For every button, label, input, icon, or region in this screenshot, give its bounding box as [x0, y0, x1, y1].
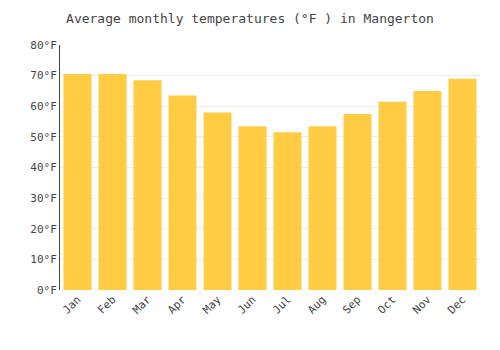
svg-text:Jul: Jul [270, 293, 293, 316]
svg-text:May: May [200, 293, 224, 317]
svg-text:Jun: Jun [235, 293, 258, 316]
svg-text:Dec: Dec [445, 293, 468, 316]
svg-text:Sep: Sep [340, 293, 363, 316]
svg-text:Aug: Aug [305, 293, 328, 316]
svg-text:40°F: 40°F [30, 161, 57, 174]
svg-text:80°F: 80°F [30, 39, 57, 52]
svg-text:10°F: 10°F [30, 253, 57, 266]
svg-text:30°F: 30°F [30, 192, 57, 205]
svg-text:Apr: Apr [165, 293, 189, 317]
svg-text:50°F: 50°F [30, 131, 57, 144]
svg-text:20°F: 20°F [30, 223, 57, 236]
svg-text:Feb: Feb [95, 293, 118, 316]
svg-text:Oct: Oct [375, 293, 398, 316]
svg-text:0°F: 0°F [37, 284, 57, 297]
svg-text:60°F: 60°F [30, 100, 57, 113]
svg-text:Nov: Nov [410, 293, 434, 317]
svg-text:Mar: Mar [130, 293, 154, 317]
svg-text:70°F: 70°F [30, 69, 57, 82]
svg-text:Jan: Jan [60, 293, 83, 316]
svg-text:Average monthly temperatures (: Average monthly temperatures (°F ) in Ma… [66, 11, 434, 26]
